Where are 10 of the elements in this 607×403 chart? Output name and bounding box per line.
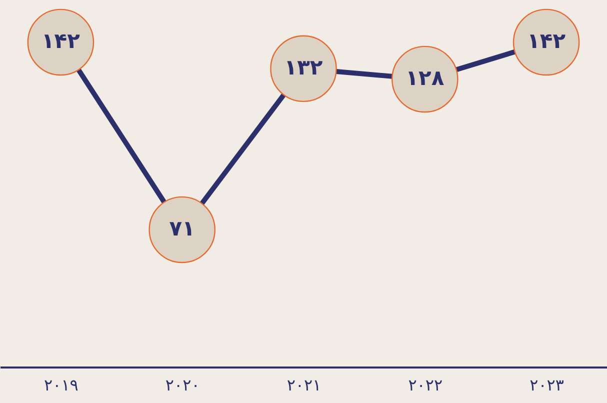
x-tick-label: ۲۰۲۱: [286, 376, 322, 394]
x-tick-label: ۲۰۲۰: [165, 376, 200, 394]
x-tick-label: ۲۰۲۲: [408, 376, 443, 394]
x-tick-label: ۲۰۲۳: [530, 376, 564, 394]
data-label: ۱۳۲: [284, 56, 323, 80]
data-label: ۱۲۸: [406, 66, 444, 90]
data-label: ۱۴۲: [41, 29, 80, 54]
x-tick-label: ۲۰۱۹: [44, 376, 78, 394]
data-label: ۱۴۲: [527, 29, 566, 54]
data-label: ۷۱: [169, 216, 195, 241]
